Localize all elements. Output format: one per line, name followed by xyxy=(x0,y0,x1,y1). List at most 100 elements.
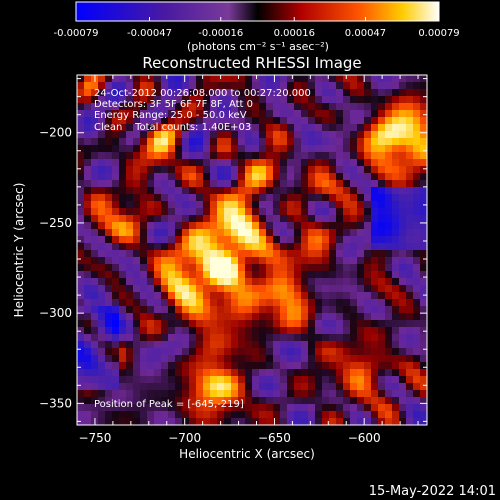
heatmap-cell xyxy=(301,166,309,174)
heatmap-cell xyxy=(378,292,386,300)
heatmap-cell xyxy=(343,320,351,328)
heatmap-cell xyxy=(266,341,274,349)
heatmap-cell xyxy=(238,89,246,97)
heatmap-cell xyxy=(119,418,127,425)
heatmap-cell xyxy=(399,362,407,370)
colorbar-ticks: -0.00079 -0.00047 -0.00016 0.00016 0.00047 0.… xyxy=(54,17,460,39)
heatmap-cell xyxy=(420,355,427,363)
heatmap-cell xyxy=(259,411,267,419)
heatmap-cell xyxy=(357,243,365,251)
heatmap-cell xyxy=(280,292,288,300)
heatmap-cell xyxy=(161,117,169,125)
heatmap-cell xyxy=(392,320,400,328)
heatmap-cell xyxy=(77,397,85,405)
heatmap-cell xyxy=(280,152,288,160)
heatmap-cell xyxy=(154,341,162,349)
heatmap-cell xyxy=(406,110,414,118)
heatmap-cell xyxy=(119,299,127,307)
heatmap-cell xyxy=(273,404,281,412)
heatmap-cell xyxy=(392,236,400,244)
heatmap-cell xyxy=(329,271,337,279)
heatmap-cell xyxy=(392,341,400,349)
heatmap-cell xyxy=(140,166,148,174)
heatmap-cell xyxy=(385,264,393,272)
heatmap-cell xyxy=(196,110,204,118)
heatmap-cell xyxy=(154,215,162,223)
heatmap-cell xyxy=(350,110,358,118)
heatmap-cell xyxy=(308,229,316,237)
heatmap-cell xyxy=(280,166,288,174)
heatmap-cell xyxy=(329,215,337,223)
heatmap-cell xyxy=(196,250,204,258)
heatmap-cell xyxy=(294,89,302,97)
heatmap-cell xyxy=(147,397,155,405)
heatmap-cell xyxy=(357,327,365,335)
heatmap-cell xyxy=(210,320,218,328)
heatmap-cell xyxy=(406,250,414,258)
heatmap-cell xyxy=(343,103,351,111)
heatmap-cell xyxy=(175,222,183,230)
heatmap-cell xyxy=(287,348,295,356)
heatmap-cell xyxy=(371,180,379,188)
heatmap-cell xyxy=(203,313,211,321)
heatmap-cell xyxy=(287,229,295,237)
heatmap-cell xyxy=(413,264,421,272)
heatmap-cell xyxy=(175,320,183,328)
heatmap-cell xyxy=(406,257,414,265)
heatmap-cell xyxy=(119,124,127,132)
heatmap-cell xyxy=(392,264,400,272)
heatmap-cell xyxy=(420,411,427,419)
heatmap-cell xyxy=(168,215,176,223)
heatmap-cell xyxy=(77,292,85,300)
heatmap-cell xyxy=(196,257,204,265)
heatmap-cell xyxy=(259,75,267,83)
heatmap-cell xyxy=(364,383,372,391)
heatmap-cell xyxy=(378,362,386,370)
heatmap-cell xyxy=(399,138,407,146)
heatmap-cell xyxy=(392,397,400,405)
heatmap-cell xyxy=(252,145,260,153)
heatmap-cell xyxy=(301,271,309,279)
heatmap-cell xyxy=(364,243,372,251)
heatmap-cell xyxy=(126,250,134,258)
heatmap-cell xyxy=(112,166,120,174)
heatmap-cell xyxy=(182,327,190,335)
heatmap-cell xyxy=(294,152,302,160)
heatmap-cell xyxy=(385,222,393,230)
heatmap-cell xyxy=(392,166,400,174)
heatmap-cell xyxy=(420,362,427,370)
heatmap-cell xyxy=(175,194,183,202)
heatmap-cell xyxy=(196,397,204,405)
heatmap-cell xyxy=(210,124,218,132)
heatmap-cell xyxy=(119,355,127,363)
heatmap-cell xyxy=(154,243,162,251)
heatmap-cell xyxy=(98,243,106,251)
heatmap-cell xyxy=(203,215,211,223)
heatmap-cell xyxy=(133,208,141,216)
heatmap-cell xyxy=(315,348,323,356)
heatmap-cell xyxy=(182,117,190,125)
heatmap-cell xyxy=(315,397,323,405)
heatmap-cell xyxy=(413,397,421,405)
heatmap-cell xyxy=(77,103,85,111)
heatmap-cell xyxy=(98,187,106,195)
heatmap-cell xyxy=(336,292,344,300)
heatmap-cell xyxy=(112,131,120,139)
heatmap-cell xyxy=(336,264,344,272)
heatmap-cell xyxy=(112,411,120,419)
heatmap-cell xyxy=(203,292,211,300)
heatmap-cell xyxy=(189,320,197,328)
heatmap-cell xyxy=(210,264,218,272)
heatmap-cell xyxy=(322,320,330,328)
heatmap-cell xyxy=(343,278,351,286)
heatmap-cell xyxy=(105,355,113,363)
heatmap-cell xyxy=(350,208,358,216)
heatmap-cell xyxy=(301,292,309,300)
heatmap-cell xyxy=(287,103,295,111)
heatmap-cell xyxy=(140,418,148,425)
heatmap-cell xyxy=(259,173,267,181)
heatmap-cell xyxy=(308,180,316,188)
heatmap-cell xyxy=(175,383,183,391)
heatmap-cell xyxy=(168,75,176,83)
heatmap-cell xyxy=(266,96,274,104)
